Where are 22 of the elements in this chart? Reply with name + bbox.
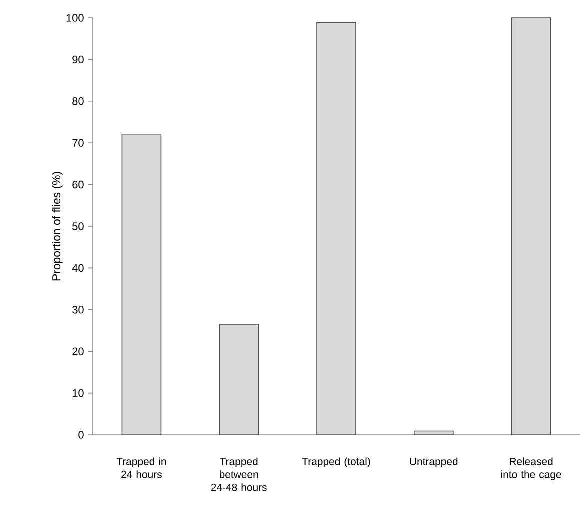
bar xyxy=(316,22,356,436)
x-tick-label: Trapped (total) xyxy=(302,458,370,468)
y-tick-label: 70 xyxy=(72,139,84,147)
y-tick-label: 30 xyxy=(72,306,84,314)
bar xyxy=(511,18,552,436)
bar xyxy=(122,134,162,436)
x-tick-label: Untrapped xyxy=(410,458,458,468)
y-tick-label: 80 xyxy=(72,98,84,106)
x-tick-label: Released into the cage xyxy=(501,458,562,480)
y-tick-label: 60 xyxy=(72,180,84,189)
y-tick-label: 10 xyxy=(72,389,84,398)
y-tick-label: 40 xyxy=(72,264,84,272)
y-axis-title: Proportion of flies (%) xyxy=(52,172,63,281)
y-tick-label: 0 xyxy=(78,431,84,439)
x-tick-label: Trapped between 24-48 hours xyxy=(211,458,267,492)
y-tick-label: 50 xyxy=(72,222,84,230)
y-tick-label: 90 xyxy=(72,56,84,64)
bar xyxy=(414,430,454,436)
y-tick-label: 100 xyxy=(66,14,84,22)
x-tick-label: Trapped in 24 hours xyxy=(116,458,166,478)
bar xyxy=(219,324,259,436)
y-tick-label: 20 xyxy=(72,348,84,356)
